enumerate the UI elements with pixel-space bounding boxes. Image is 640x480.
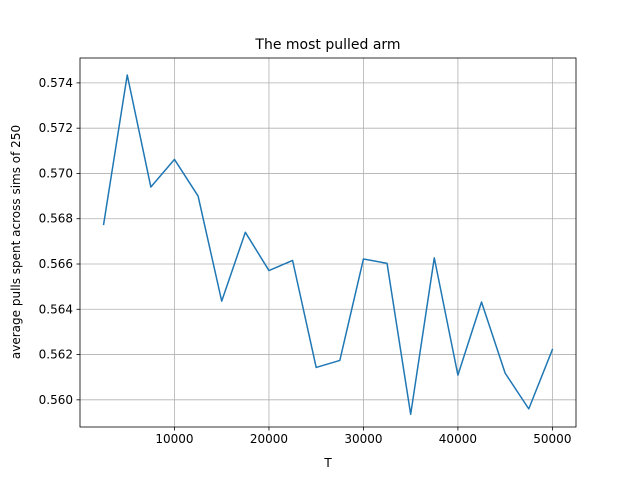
x-axis-label: T — [323, 456, 332, 470]
series-group — [102, 74, 554, 416]
x-tick-label: 10000 — [155, 432, 193, 446]
series-line — [102, 74, 554, 416]
x-tick-label: 40000 — [439, 432, 477, 446]
y-axis-ticks: 0.560 0.562 0.564 0.566 0.568 0.570 0.572 0.574 — [39, 76, 80, 407]
y-tick-label: 0.572 — [39, 121, 73, 135]
x-tick-label: 30000 — [344, 432, 382, 446]
x-tick-label: 20000 — [250, 432, 288, 446]
y-axis-label: average pulls spent across sims of 250 — [9, 125, 23, 359]
y-tick-label: 0.570 — [39, 166, 73, 180]
x-tick-label: 50000 — [533, 432, 571, 446]
chart-title: The most pulled arm — [254, 37, 400, 53]
y-tick-label: 0.566 — [39, 257, 73, 271]
y-tick-label: 0.564 — [39, 302, 73, 316]
y-tick-label: 0.562 — [39, 348, 73, 362]
plot-frame — [79, 57, 577, 428]
y-tick-label: 0.574 — [39, 76, 73, 90]
x-axis-ticks: 10000 20000 30000 40000 50000 — [155, 427, 571, 446]
y-tick-label: 0.568 — [39, 212, 73, 226]
y-tick-label: 0.560 — [39, 393, 73, 407]
